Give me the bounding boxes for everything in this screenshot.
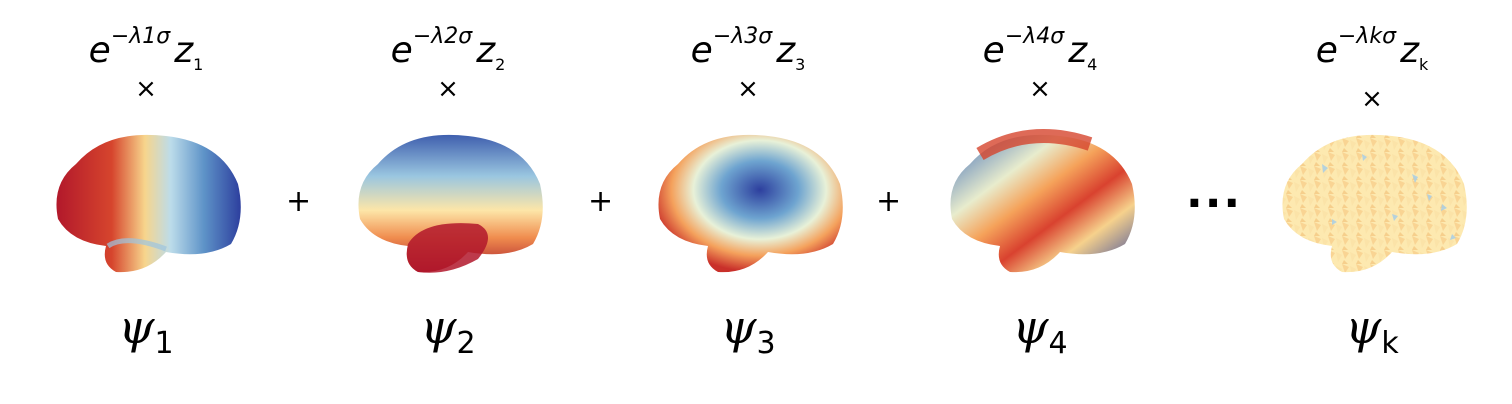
mode-label-4: ψ4 xyxy=(920,300,1160,361)
coef-exponent: −λkσ xyxy=(1337,24,1397,49)
brain-map-4 xyxy=(950,129,1135,273)
plus-operator-3: + xyxy=(876,184,902,219)
coef-sub: 3 xyxy=(795,55,806,75)
mode-sub: 2 xyxy=(456,326,476,362)
times-sign: × xyxy=(1029,74,1051,104)
mode-symbol: ψ xyxy=(118,300,155,354)
mode-label-3: ψ3 xyxy=(628,300,868,361)
mode-symbol: ψ xyxy=(420,300,457,354)
mode-symbol: ψ xyxy=(720,300,757,354)
mode-symbol: ψ xyxy=(1345,300,1382,354)
coef-base: e xyxy=(690,30,713,71)
coef-var: z xyxy=(476,30,496,71)
term-k: e−λkσ zk × ψk xyxy=(1252,0,1492,404)
coef-sub: 1 xyxy=(193,55,204,75)
mode-sub: 1 xyxy=(154,326,174,362)
mode-sub: k xyxy=(1381,326,1399,362)
mode-sub: 4 xyxy=(1048,326,1068,362)
coef-var: z xyxy=(1400,30,1419,71)
mode-sub: 3 xyxy=(756,326,776,362)
coef-sub: 4 xyxy=(1087,55,1098,75)
coef-base: e xyxy=(982,30,1005,71)
brain-map-3 xyxy=(658,134,843,273)
coef-sub: k xyxy=(1418,55,1429,75)
coefficient-1: e−λ1σ z1 xyxy=(26,24,266,75)
term-2: e−λ2σ z2 × ψ2 xyxy=(328,0,568,404)
coef-base: e xyxy=(390,30,413,71)
mode-label-1: ψ1 xyxy=(26,300,266,361)
coef-sub: 2 xyxy=(495,55,506,75)
coef-var: z xyxy=(1068,30,1088,71)
mode-label-k: ψk xyxy=(1252,300,1492,361)
times-sign: × xyxy=(437,74,459,104)
coef-base: e xyxy=(88,30,111,71)
plus-operator-1: + xyxy=(286,184,312,219)
coef-var: z xyxy=(776,30,796,71)
coefficient-3: e−λ3σ z3 xyxy=(628,24,868,75)
coefficient-4: e−λ4σ z4 xyxy=(920,24,1160,75)
ellipsis: ··· xyxy=(1186,178,1243,229)
coef-base: e xyxy=(1315,30,1338,71)
coef-exponent: −λ3σ xyxy=(712,24,773,49)
coef-var: z xyxy=(174,30,194,71)
coefficient-2: e−λ2σ z2 xyxy=(328,24,568,75)
times-sign: × xyxy=(135,74,157,104)
term-4: e−λ4σ z4 × ψ4 xyxy=(920,0,1160,404)
brain-map-k xyxy=(1282,134,1467,273)
times-sign: × xyxy=(737,74,759,104)
coef-exponent: −λ4σ xyxy=(1004,24,1065,49)
coef-exponent: −λ2σ xyxy=(412,24,473,49)
coefficient-k: e−λkσ zk xyxy=(1252,24,1492,75)
plus-operator-2: + xyxy=(588,184,614,219)
brain-map-2 xyxy=(358,134,543,273)
coef-exponent: −λ1σ xyxy=(110,24,171,49)
mode-symbol: ψ xyxy=(1012,300,1049,354)
term-3: e−λ3σ z3 × ψ3 xyxy=(628,0,868,404)
term-1: e−λ1σ z1 × ψ1 xyxy=(26,0,266,404)
mode-label-2: ψ2 xyxy=(328,300,568,361)
times-sign: × xyxy=(1361,84,1383,114)
brain-map-1 xyxy=(56,134,241,273)
